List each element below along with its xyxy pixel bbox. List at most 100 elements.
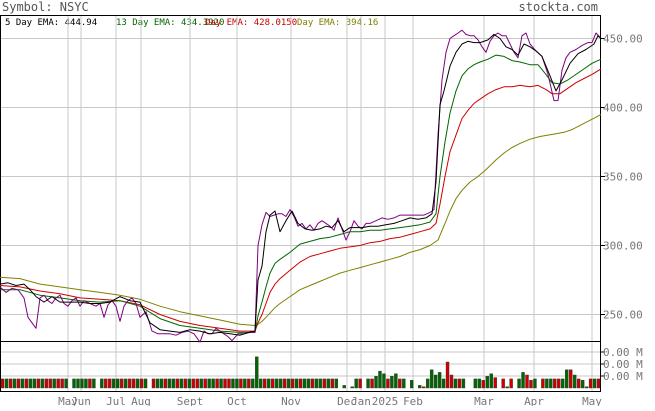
volume-bar-down <box>151 378 156 389</box>
volume-bar-down <box>191 378 195 389</box>
volume-bar-up <box>342 385 346 389</box>
volume-bar-up <box>350 386 354 389</box>
volume-bar-up <box>402 378 406 389</box>
volume-bar-up <box>187 378 191 389</box>
volume-bar-down <box>421 386 426 389</box>
volume-bar-up <box>461 378 466 389</box>
volume-bar-up <box>306 378 311 389</box>
date-tick-label: Oct <box>227 395 247 406</box>
legend-entry-13-day-ema: 13 Day EMA: 434.3920 <box>116 18 224 28</box>
volume-bar-down <box>223 378 227 389</box>
volume-bar-up <box>437 372 442 389</box>
date-tick-label: Apr <box>524 395 544 406</box>
volume-bar-down <box>8 378 13 389</box>
date-tick-label: Mar <box>474 395 494 406</box>
volume-bar-down <box>183 378 187 389</box>
volume-bar-down <box>24 378 29 389</box>
volume-bar-up <box>72 378 76 389</box>
price-tick-label: 350.00 <box>603 171 643 184</box>
volume-bar-up <box>179 378 184 389</box>
volume-bar-up <box>231 378 235 389</box>
volume-bar-up <box>433 374 438 389</box>
volume-bar-up <box>155 378 160 389</box>
volume-bar-down <box>330 378 334 389</box>
volume-bar-up <box>116 378 120 389</box>
legend-entry-long-day-ema: Day EMA: 394.16 <box>297 18 378 28</box>
volume-bar-down <box>449 374 454 389</box>
volume-bar-down <box>195 378 199 389</box>
volume-bars <box>0 356 601 389</box>
volume-bar-down <box>263 378 267 389</box>
volume-bar-up <box>64 378 68 389</box>
volume-bar-up <box>378 370 382 389</box>
legend: 5 Day EMA: 444.94 13 Day EMA: 434.3920 D… <box>5 18 378 28</box>
volume-bar-up <box>302 378 307 389</box>
volume-bar-down <box>445 361 450 389</box>
volume-bar-down <box>44 378 48 389</box>
date-tick-label: May <box>582 395 602 406</box>
volume-bar-up <box>592 378 597 389</box>
date-tick-label: Sept <box>177 395 204 406</box>
volume-bar-down <box>60 378 64 389</box>
volume-bar-down <box>509 378 513 389</box>
volume-bar-down <box>588 378 593 389</box>
volume-bar-down <box>203 378 207 389</box>
volume-bar-down <box>481 380 485 389</box>
volume-bar-up <box>92 378 96 389</box>
volume-bar-down <box>127 378 132 389</box>
volume-bar-down <box>227 378 231 389</box>
volume-bar-up <box>12 378 17 389</box>
date-tick-label: Dec <box>337 395 357 406</box>
price-tick-label: 300.00 <box>603 240 643 253</box>
volume-bar-down <box>576 378 581 389</box>
volume-bar-down <box>322 378 327 389</box>
volume-bar-down <box>175 378 180 389</box>
volume-bar-up <box>255 356 259 389</box>
volume-bar-up <box>366 378 370 389</box>
volume-bar-up <box>294 378 299 389</box>
site-brand[interactable]: stockta.com <box>519 0 598 14</box>
volume-bar-up <box>171 378 176 389</box>
volume-bar-up <box>354 378 358 389</box>
volume-bar-up <box>243 378 247 389</box>
volume-bar-down <box>271 378 275 389</box>
volume-bar-down <box>215 378 219 389</box>
volume-bar-down <box>56 378 60 389</box>
volume-tick-label: 0.00 M <box>603 370 643 383</box>
volume-bar-up <box>159 378 164 389</box>
volume-bar-down <box>163 378 168 389</box>
volume-bar-up <box>80 378 84 389</box>
volume-bar-up <box>314 378 319 389</box>
volume-bar-up <box>40 378 44 389</box>
volume-bar-up <box>521 372 525 389</box>
volume-bar-up <box>143 378 148 389</box>
volume-bar-up <box>251 378 255 389</box>
volume-bar-up <box>485 376 489 389</box>
volume-bar-up <box>28 378 33 389</box>
volume-bar-up <box>382 373 386 389</box>
legend-entry-day-ema: Day EMA: 428.0150 <box>205 18 297 28</box>
volume-bar-up <box>580 380 585 389</box>
volume-bar-down <box>553 378 557 389</box>
volume-bar-down <box>120 378 124 389</box>
date-tick-label: Aug <box>131 395 151 406</box>
date-tick-label: Feb <box>403 395 423 406</box>
symbol-label: Symbol: NSYC <box>2 0 89 14</box>
legend-entry-5-day-ema: 5 Day EMA: 444.94 <box>5 18 97 28</box>
volume-bar-up <box>100 378 104 389</box>
volume-bar-up <box>374 376 378 389</box>
date-tick-label: Nov <box>281 395 301 406</box>
volume-bar-down <box>247 378 251 389</box>
volume-bar-down <box>139 378 144 389</box>
volume-bar-down <box>16 378 21 389</box>
date-tick-label: Jun <box>71 395 91 406</box>
series-line-day-ema <box>0 68 602 332</box>
volume-tick-label: 0.00 M <box>603 346 643 359</box>
volume-bar-down <box>386 378 390 389</box>
volume-bar-down <box>310 378 315 389</box>
volume-bar-up <box>84 378 88 389</box>
volume-bar-down <box>298 378 303 389</box>
volume-bar-up <box>211 378 215 389</box>
